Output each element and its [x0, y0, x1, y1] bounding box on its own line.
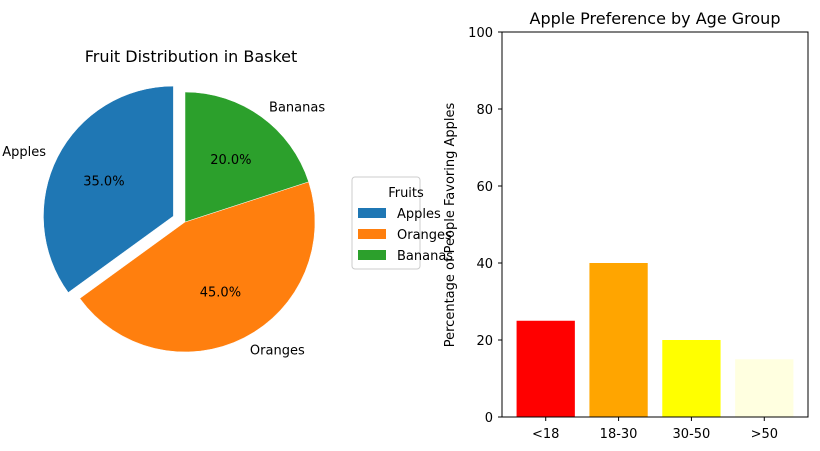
bars — [516, 263, 794, 417]
x-tick-label-18-30: 18-30 — [600, 427, 638, 442]
y-tick-label-0: 0 — [485, 411, 493, 426]
y-tick-label-100: 100 — [468, 26, 493, 41]
y-tick-label-40: 40 — [476, 257, 493, 272]
bar-30-50 — [662, 340, 721, 417]
pie-percent-oranges: 45.0% — [200, 285, 241, 300]
legend-title: Fruits — [388, 186, 424, 201]
y-tick-label-80: 80 — [476, 103, 493, 118]
x-tick-label-30-50: 30-50 — [673, 427, 711, 442]
bar-ylabel: Percentage of People Favoring Apples — [443, 103, 458, 348]
pie-labels: 35.0% Apples 45.0% Oranges 20.0% Bananas — [2, 100, 325, 358]
legend-swatch-apples — [358, 208, 386, 218]
legend-swatch-oranges — [358, 229, 386, 239]
legend-label-apples: Apples — [397, 207, 441, 222]
bar-title: Apple Preference by Age Group — [530, 9, 781, 28]
y-ticks: 0 20 40 60 80 100 — [468, 26, 502, 426]
y-tick-label-20: 20 — [476, 334, 493, 349]
legend-label-oranges: Oranges — [397, 228, 452, 243]
pie-slice-apples — [43, 85, 174, 293]
x-tick-label-gt-50: >50 — [751, 427, 778, 442]
pie-percent-bananas: 20.0% — [210, 153, 251, 168]
bar-lt-18 — [516, 320, 575, 417]
bar-chart: Apple Preference by Age Group 0 20 40 60 80 1… — [443, 9, 809, 442]
legend-swatch-bananas — [358, 250, 386, 260]
pie-label-apples: Apples — [2, 145, 46, 160]
x-ticks: <18 18-30 30-50 >50 — [532, 417, 778, 442]
bar-axes-frame — [501, 31, 809, 418]
x-tick-label-lt-18: <18 — [532, 427, 559, 442]
pie-title: Fruit Distribution in Basket — [85, 47, 298, 66]
pie-slice-oranges — [79, 181, 316, 353]
y-tick-label-60: 60 — [476, 180, 493, 195]
legend-label-bananas: Bananas — [397, 249, 453, 264]
legend: Fruits Apples Oranges Bananas — [351, 176, 453, 270]
pie-percent-apples: 35.0% — [83, 175, 124, 190]
pie-slices — [43, 85, 316, 353]
bar-18-30 — [589, 263, 648, 417]
pie-label-bananas: Bananas — [269, 100, 325, 115]
pie-chart: Fruit Distribution in Basket 35.0% Apples… — [2, 47, 325, 358]
legend-entries: Apples Oranges Bananas — [358, 207, 453, 264]
pie-label-oranges: Oranges — [250, 343, 305, 358]
legend-frame — [351, 176, 421, 270]
bar-gt-50 — [735, 359, 794, 417]
pie-slice-bananas — [184, 91, 309, 223]
